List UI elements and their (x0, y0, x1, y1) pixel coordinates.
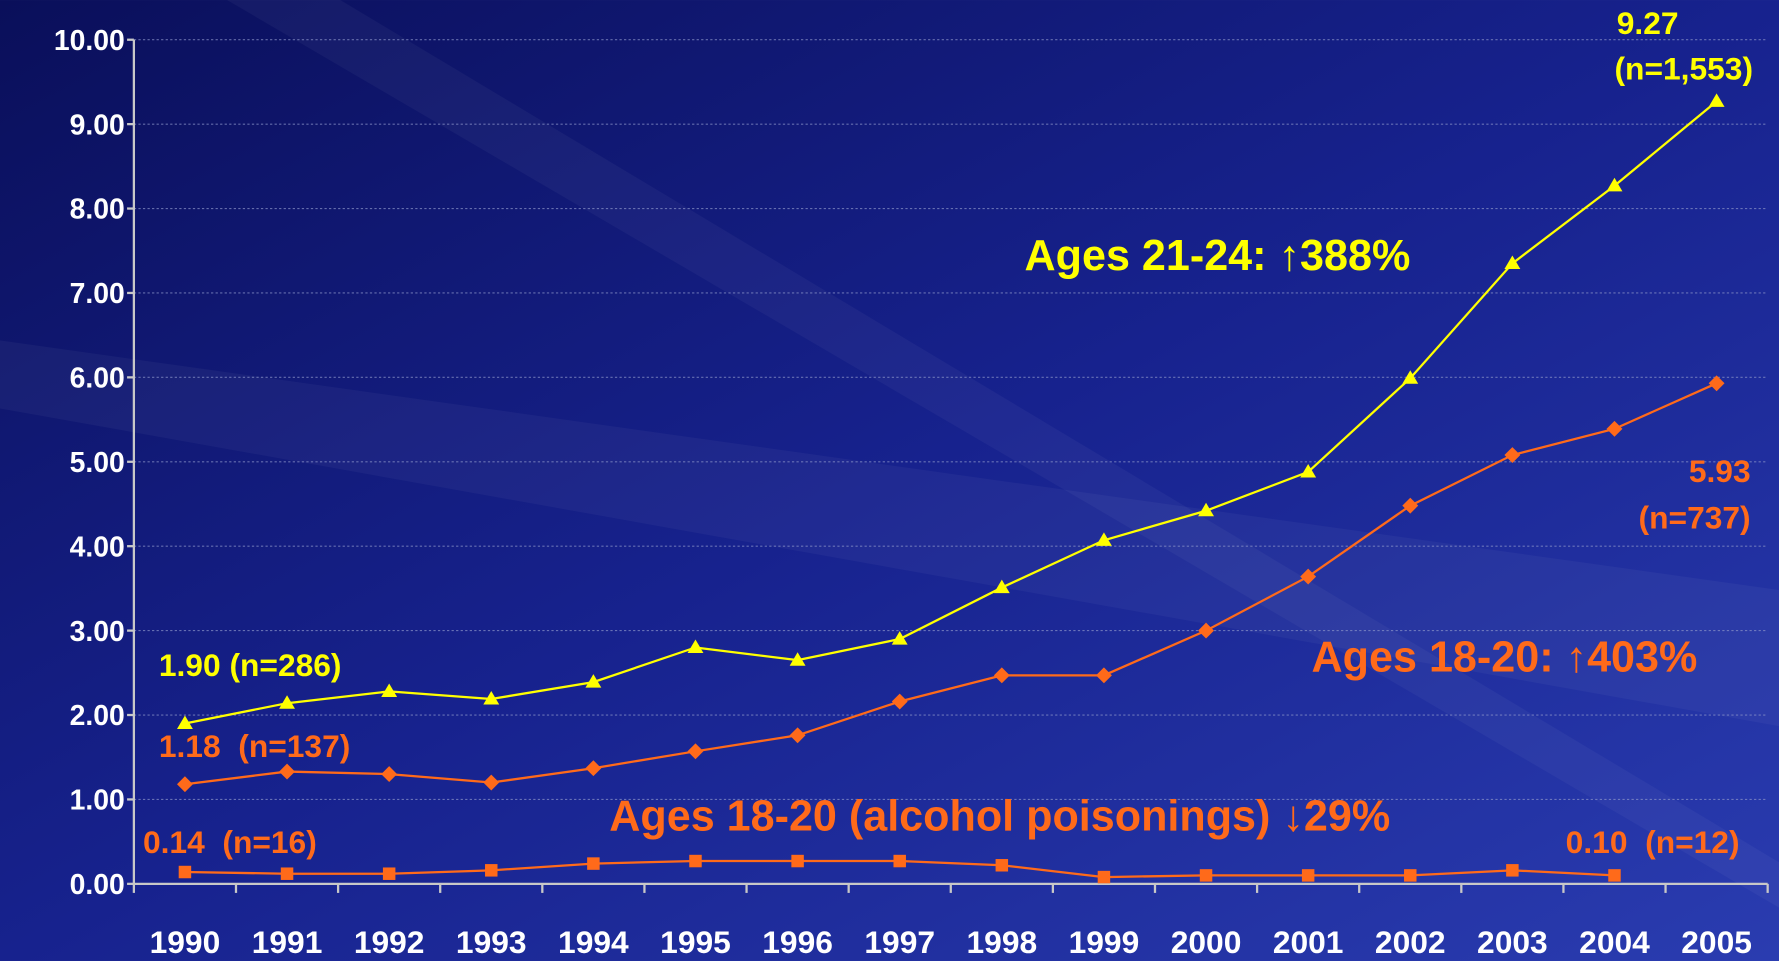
marker (585, 674, 602, 688)
x-tick-label: 1994 (558, 924, 629, 960)
background-streak (0, 340, 1779, 727)
marker (1708, 93, 1725, 107)
annotation: Ages 18-20 (alcohol poisonings) ↓29% (609, 793, 1390, 841)
x-tick-label: 1990 (150, 924, 221, 960)
marker (1402, 370, 1419, 384)
marker (1300, 568, 1317, 585)
marker (687, 743, 704, 760)
y-tick-label: 10.00 (54, 25, 125, 57)
x-tick-label: 1995 (660, 924, 731, 960)
marker (789, 652, 806, 666)
x-tick-label: 2001 (1273, 924, 1344, 960)
y-tick-label: 8.00 (70, 194, 125, 226)
annotation: 1.18 (n=137) (159, 728, 351, 764)
marker (1404, 869, 1417, 882)
background-streak (226, 0, 1779, 908)
marker (1198, 622, 1214, 639)
marker (279, 763, 295, 780)
marker (485, 864, 498, 877)
x-tick-label: 1998 (967, 924, 1038, 960)
marker (1095, 532, 1112, 546)
x-tick-label: 2005 (1681, 924, 1752, 960)
marker (382, 867, 396, 880)
y-tick-label: 0.00 (70, 869, 125, 901)
marker (1608, 869, 1621, 882)
marker (1606, 420, 1623, 437)
annotation: 1.90 (n=286) (159, 647, 342, 683)
marker (1506, 864, 1519, 877)
series-line (184, 100, 1718, 725)
marker (1097, 870, 1111, 884)
x-tick-label: 1997 (864, 924, 935, 960)
y-tick-label: 3.00 (70, 616, 125, 648)
annotation: 9.27 (1617, 5, 1679, 41)
y-tick-label: 9.00 (70, 109, 125, 141)
marker (687, 639, 704, 654)
marker (789, 727, 806, 744)
annotation: 0.10 (n=12) (1566, 824, 1740, 860)
marker (1504, 255, 1521, 269)
annotation: 5.93 (1689, 453, 1751, 489)
x-tick-label: 2002 (1375, 924, 1446, 960)
x-tick-label: 1993 (456, 924, 527, 960)
marker (1708, 375, 1725, 392)
x-tick-label: 1996 (762, 924, 833, 960)
marker (176, 715, 193, 730)
x-tick-label: 1999 (1069, 924, 1140, 960)
marker (995, 859, 1009, 872)
marker (993, 579, 1010, 594)
y-tick-label: 1.00 (70, 785, 125, 817)
marker (483, 691, 500, 705)
marker (1606, 177, 1623, 192)
y-tick-label: 5.00 (70, 447, 125, 479)
marker (1504, 447, 1521, 463)
marker (791, 854, 804, 868)
annotation: Ages 21-24: ↑388% (1025, 232, 1411, 280)
y-tick-label: 6.00 (70, 363, 125, 395)
marker (893, 854, 906, 868)
marker (891, 631, 908, 645)
marker (587, 857, 600, 870)
marker (1199, 869, 1213, 882)
marker (585, 760, 602, 777)
y-tick-label: 2.00 (70, 700, 125, 732)
marker (381, 683, 398, 697)
x-tick-label: 2004 (1579, 924, 1650, 960)
marker (1198, 502, 1214, 517)
x-tick-label: 2000 (1171, 924, 1242, 960)
y-tick-label: 4.00 (70, 531, 125, 563)
x-tick-label: 1991 (252, 924, 323, 960)
series-line (184, 382, 1718, 786)
annotation: Ages 18-20: ↑403% (1312, 634, 1698, 682)
y-tick-label: 7.00 (70, 278, 125, 310)
x-tick-label: 1992 (354, 924, 425, 960)
marker (280, 867, 294, 880)
marker (279, 695, 295, 709)
annotation: (n=737) (1639, 500, 1751, 536)
x-tick-label: 2003 (1477, 924, 1548, 960)
marker (178, 865, 192, 879)
marker (1300, 463, 1317, 478)
marker (1301, 869, 1315, 882)
marker (689, 854, 702, 868)
annotation: 0.14 (n=16) (143, 824, 317, 860)
marker (891, 693, 908, 710)
annotation: (n=1,553) (1614, 50, 1753, 86)
